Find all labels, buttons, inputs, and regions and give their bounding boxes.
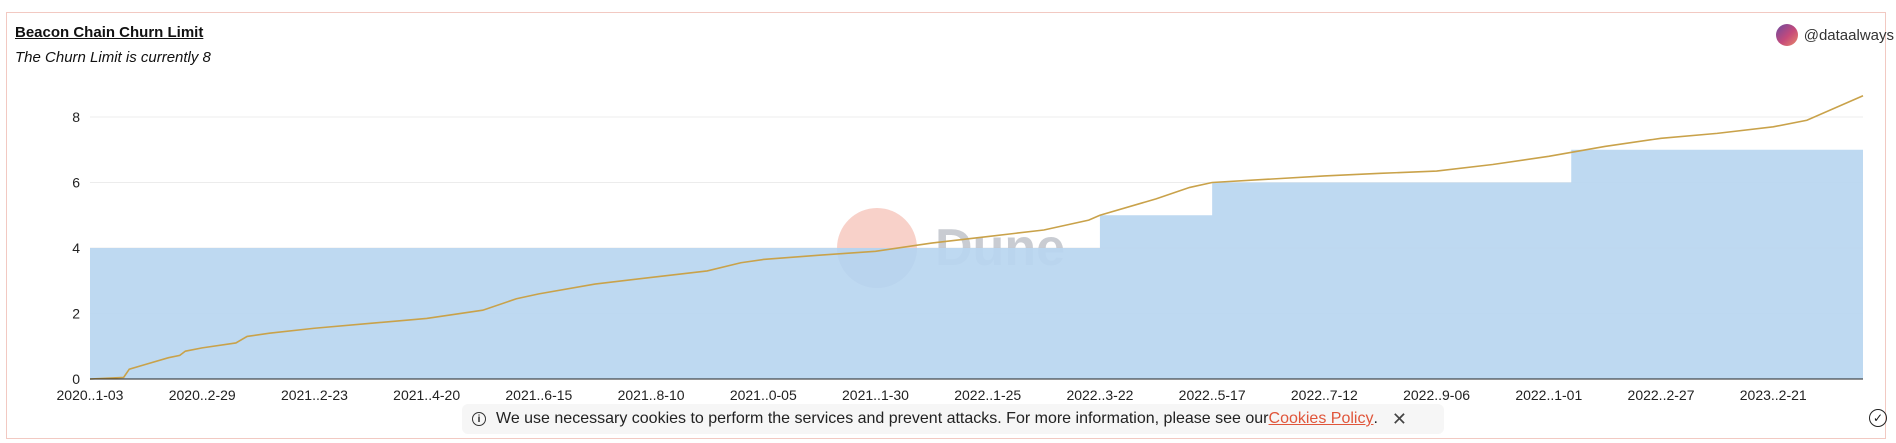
x-tick-label: 2022..1-25 (954, 387, 1021, 403)
info-icon: i (472, 412, 486, 426)
x-tick-label: 2022..9-06 (1403, 387, 1470, 403)
check-circle-icon[interactable]: ✓ (1869, 409, 1887, 427)
x-tick-label: 2023..2-21 (1740, 387, 1807, 403)
x-tick-label: 2022..3-22 (1066, 387, 1133, 403)
x-tick-label: 2021..4-20 (393, 387, 460, 403)
x-tick-label: 2020..2-29 (169, 387, 236, 403)
cookie-suffix: . (1373, 410, 1378, 427)
author-link[interactable]: @dataalways (1775, 24, 1894, 46)
churn-limit-area-fill (90, 149, 1863, 379)
cookie-banner: i We use necessary cookies to perform th… (462, 404, 1444, 434)
x-tick-label: 2021..1-30 (842, 387, 909, 403)
avatar (1775, 24, 1798, 46)
validator-line-path (89, 94, 1864, 380)
x-tick-label: 2021..2-23 (281, 387, 348, 403)
y-tick-label: 2 (72, 306, 80, 322)
churn-limit-area (90, 149, 1863, 379)
x-tick-label: 2021..8-10 (618, 387, 685, 403)
author-handle: @dataalways (1803, 26, 1894, 44)
x-tick-label: 2022..7-12 (1291, 387, 1358, 403)
y-tick-label: 6 (72, 175, 80, 191)
x-tick-label: 2022..1-01 (1515, 387, 1582, 403)
chart-subtitle: The Churn Limit is currently 8 (15, 49, 211, 66)
x-axis: 2020..1-03 2020..2-29 2021..2-23 2021..4-20… (57, 378, 1863, 403)
cookie-text: We use necessary cookies to perform the … (496, 410, 1269, 427)
x-tick-label: 2021..0-05 (730, 387, 797, 403)
x-tick-label: 2020..1-03 (57, 387, 124, 403)
close-icon[interactable]: ✕ (1391, 408, 1407, 429)
x-tick-label: 2022..5-17 (1179, 387, 1246, 403)
validator-growth-line (89, 94, 1864, 380)
y-axis: 0 2 4 6 8 (72, 109, 80, 387)
y-tick-label: 4 (72, 240, 80, 256)
cookies-policy-link[interactable]: Cookies Policy (1268, 410, 1374, 427)
x-tick-label: 2021..6-15 (505, 387, 572, 403)
chart-title[interactable]: Beacon Chain Churn Limit (15, 24, 204, 41)
x-tick-label: 2022..2-27 (1628, 387, 1695, 403)
y-tick-label: 8 (72, 109, 80, 125)
y-tick-label: 0 (72, 371, 80, 387)
